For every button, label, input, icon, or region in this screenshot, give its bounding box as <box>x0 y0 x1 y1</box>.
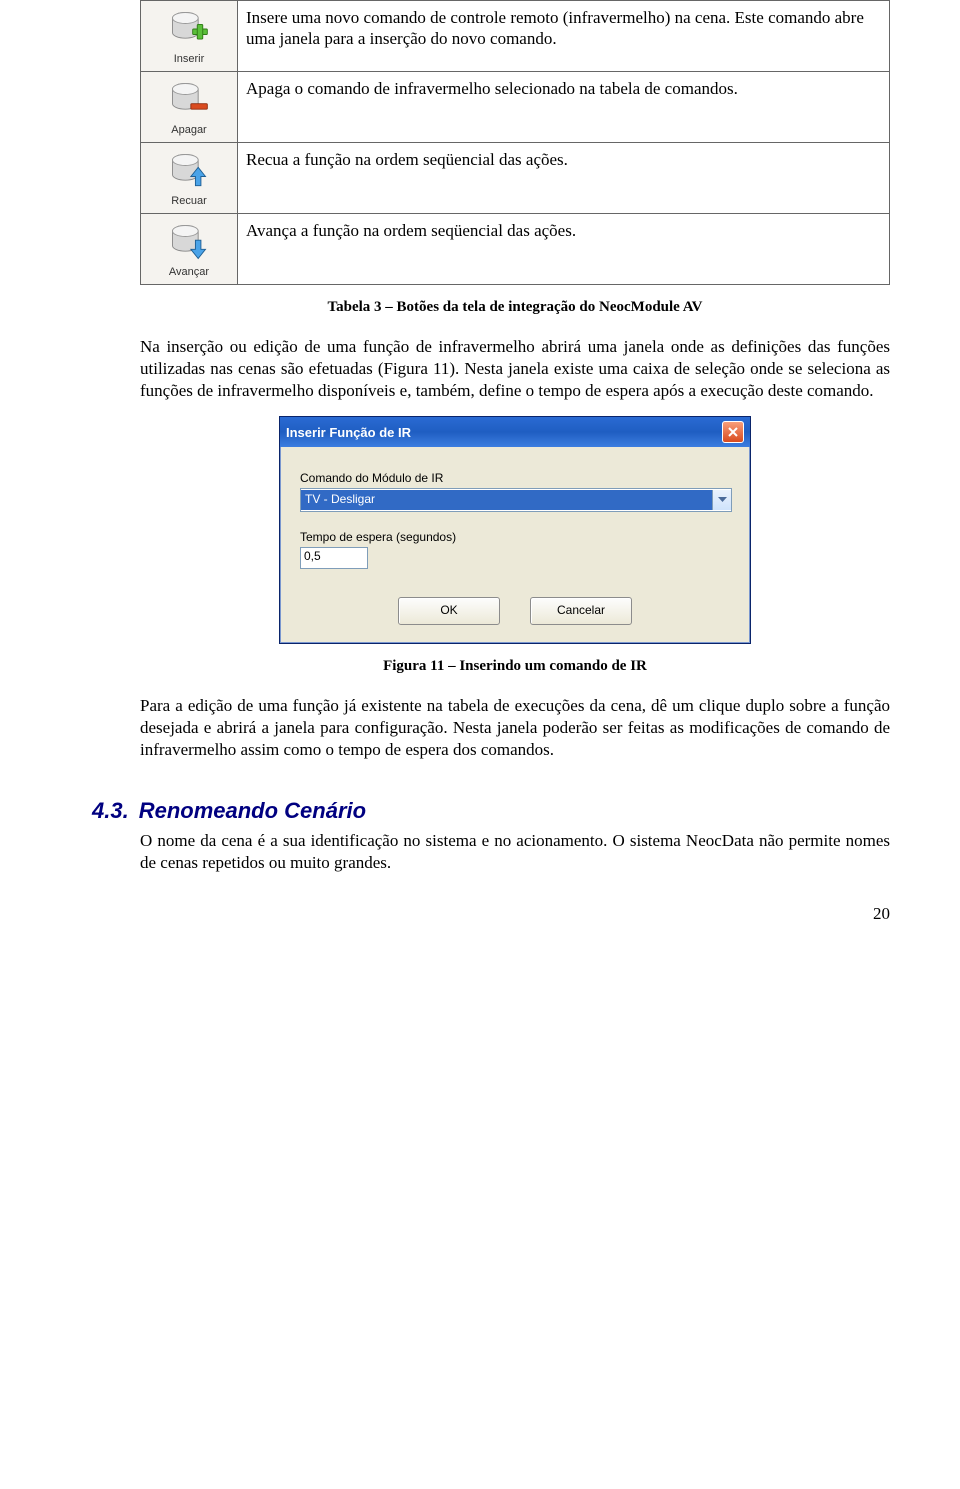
database-plus-icon <box>167 7 211 51</box>
ok-button[interactable]: OK <box>398 597 500 625</box>
desc-cell: Recua a função na ordem seqüencial das a… <box>238 143 890 214</box>
section-title: Renomeando Cenário <box>139 798 366 823</box>
icon-cell-recuar: Recuar <box>141 143 238 214</box>
combo-selected-value: TV - Desligar <box>301 490 712 510</box>
table-caption: Tabela 3 – Botões da tela de integração … <box>140 299 890 316</box>
desc-cell: Insere uma novo comando de controle remo… <box>238 1 890 72</box>
figure-caption: Figura 11 – Inserindo um comando de IR <box>140 658 890 675</box>
tempo-label: Tempo de espera (segundos) <box>300 530 730 544</box>
section-number: 4.3. <box>92 798 129 823</box>
icon-caption: Avançar <box>169 266 209 278</box>
icon-cell-avancar: Avançar <box>141 214 238 285</box>
chevron-down-icon[interactable] <box>712 490 731 510</box>
database-down-icon <box>167 220 211 264</box>
dialog-title: Inserir Função de IR <box>286 425 411 440</box>
icon-caption: Inserir <box>174 53 205 65</box>
database-up-icon <box>167 149 211 193</box>
combo-label: Comando do Módulo de IR <box>300 471 730 485</box>
button-description-table: Inserir Insere uma novo comando de contr… <box>140 0 890 285</box>
icon-caption: Apagar <box>171 124 206 136</box>
ir-function-dialog: Inserir Função de IR Comando do Módulo d… <box>279 416 751 644</box>
section-heading: 4.3. Renomeando Cenário <box>92 798 890 824</box>
close-icon[interactable] <box>722 421 744 443</box>
desc-cell: Avança a função na ordem seqüencial das … <box>238 214 890 285</box>
icon-caption: Recuar <box>171 195 206 207</box>
icon-cell-inserir: Inserir <box>141 1 238 72</box>
desc-cell: Apaga o comando de infravermelho selecio… <box>238 72 890 143</box>
paragraph-1: Na inserção ou edição de uma função de i… <box>140 336 890 402</box>
cancel-button[interactable]: Cancelar <box>530 597 632 625</box>
icon-cell-apagar: Apagar <box>141 72 238 143</box>
paragraph-2: Para a edição de uma função já existente… <box>140 695 890 761</box>
tempo-input[interactable]: 0,5 <box>300 547 368 569</box>
dialog-titlebar[interactable]: Inserir Função de IR <box>280 417 750 447</box>
ir-command-combo[interactable]: TV - Desligar <box>300 488 732 512</box>
database-minus-icon <box>167 78 211 122</box>
section-body: O nome da cena é a sua identificação no … <box>140 830 890 874</box>
page-number: 20 <box>140 904 890 924</box>
